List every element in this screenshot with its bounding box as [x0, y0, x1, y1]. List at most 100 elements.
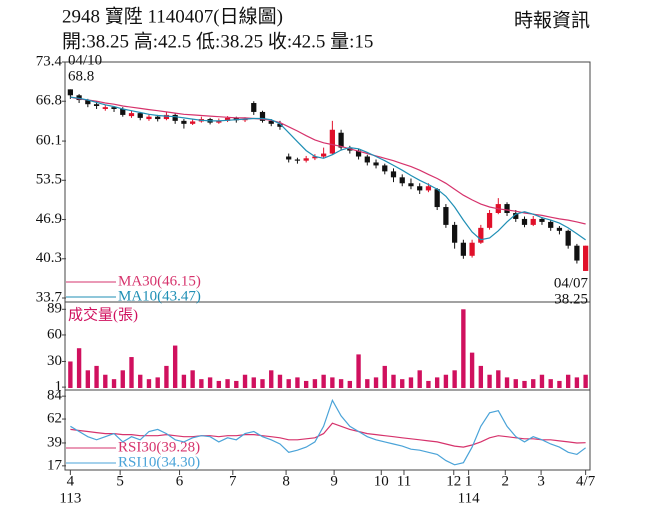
title: 2948 寶陞 1140407(日線圖) [62, 5, 283, 27]
volume-bar [103, 374, 108, 388]
volume-bar [496, 370, 501, 388]
volume-bar [443, 374, 449, 388]
volume-bar [330, 377, 335, 388]
candle-body [128, 113, 135, 117]
candle-body [565, 230, 571, 246]
x-tick-label: 3 [537, 473, 545, 489]
volume-bar [251, 377, 256, 388]
volume-bar [504, 377, 510, 388]
source: 時報資訊 [514, 9, 590, 31]
volume-bar [164, 365, 169, 388]
candle-body [382, 165, 388, 172]
candle-body [85, 100, 91, 105]
candle-body [548, 221, 554, 228]
annotation: 04/07 [554, 275, 589, 291]
candle-body [286, 156, 292, 160]
candle-body [469, 242, 475, 256]
volume-bar [312, 379, 318, 388]
y-tick-label: 1 [55, 379, 63, 395]
x-tick-label: 1 [465, 473, 473, 489]
volume-bar [68, 361, 73, 388]
candle-body [102, 107, 108, 109]
volume-bar [373, 377, 379, 388]
y-tick-label: 60.1 [36, 133, 62, 149]
candle-body [155, 116, 161, 120]
candle-body [513, 212, 519, 219]
volume-bar [461, 309, 466, 388]
volume-bar [94, 365, 99, 388]
year-label: 114 [458, 490, 480, 506]
volume-bar [303, 380, 309, 388]
volume-bar [583, 374, 588, 388]
volume-bar [242, 374, 248, 388]
volume-bar [216, 380, 222, 388]
y-tick-label: 84 [47, 388, 63, 404]
volume-bar [356, 354, 361, 388]
y-tick-label: 33.7 [36, 289, 63, 305]
volume-bar [434, 377, 440, 388]
candle-body [120, 108, 126, 115]
volume-bar [129, 357, 134, 388]
candle-body [478, 227, 484, 243]
y-tick-label: 30 [47, 353, 62, 369]
candle-body [111, 107, 117, 109]
candle-body [216, 120, 222, 123]
volume-bar [172, 345, 178, 388]
volume-bar [85, 370, 91, 388]
volume-bar [531, 379, 536, 388]
volume-bar [417, 370, 422, 388]
candle-body [390, 171, 397, 178]
x-tick-label: 7 [229, 473, 237, 489]
y-tick-label: 73.4 [36, 53, 63, 69]
candle-body [233, 117, 239, 121]
y-tick-label: 39 [47, 434, 62, 450]
x-tick-label: 12 [446, 473, 461, 489]
candle-body [67, 89, 73, 96]
y-tick-label: 46.9 [36, 211, 62, 227]
volume-bar [181, 374, 187, 388]
y-tick-label: 89 [47, 301, 62, 317]
legend-label: RSI10(34.30) [118, 454, 200, 470]
candle-body [321, 153, 327, 157]
candle-body [521, 218, 528, 225]
legend-label: RSI30(39.28) [118, 439, 200, 455]
volume-bar [522, 380, 527, 388]
x-tick-label: 4/7 [576, 473, 596, 489]
info: 開:38.25 高:42.5 低:38.25 收:42.5 量:15 [62, 30, 373, 52]
x-tick-label: 9 [330, 473, 338, 489]
candle-body [251, 103, 257, 112]
volume-bar [347, 380, 353, 388]
volume-bar [120, 370, 125, 388]
legend-label: MA30(46.15) [118, 273, 201, 289]
candle-body [76, 95, 82, 101]
volume-bar [138, 374, 143, 388]
candle-body [355, 150, 362, 157]
x-tick-label: 6 [176, 473, 184, 489]
annotation: 68.8 [68, 68, 94, 84]
candle-body [425, 186, 432, 191]
candle-body [434, 189, 440, 208]
volume-bar [548, 379, 553, 388]
candle-body [224, 117, 231, 121]
y-tick-label: 62 [47, 410, 62, 426]
annotation: 38.25 [554, 291, 588, 307]
candle-body [277, 123, 283, 127]
volume-bar [557, 380, 562, 388]
volume-bar [277, 374, 283, 388]
candle-body [268, 120, 274, 124]
candle-body [364, 156, 370, 163]
volume-bar [190, 370, 195, 388]
x-tick-label: 11 [397, 473, 411, 489]
volume-bar [269, 370, 274, 388]
candle-body [172, 114, 178, 121]
series-line [70, 96, 586, 241]
volume-bar [478, 365, 484, 388]
volume-bar [146, 379, 152, 388]
candle-body [539, 218, 545, 222]
y-tick-label: 40.3 [36, 250, 62, 266]
x-tick-label: 4 [67, 473, 75, 489]
volume-bar [234, 380, 239, 388]
volume-bar [155, 377, 160, 388]
volume-bar [382, 365, 387, 388]
volume-bar [400, 379, 405, 388]
